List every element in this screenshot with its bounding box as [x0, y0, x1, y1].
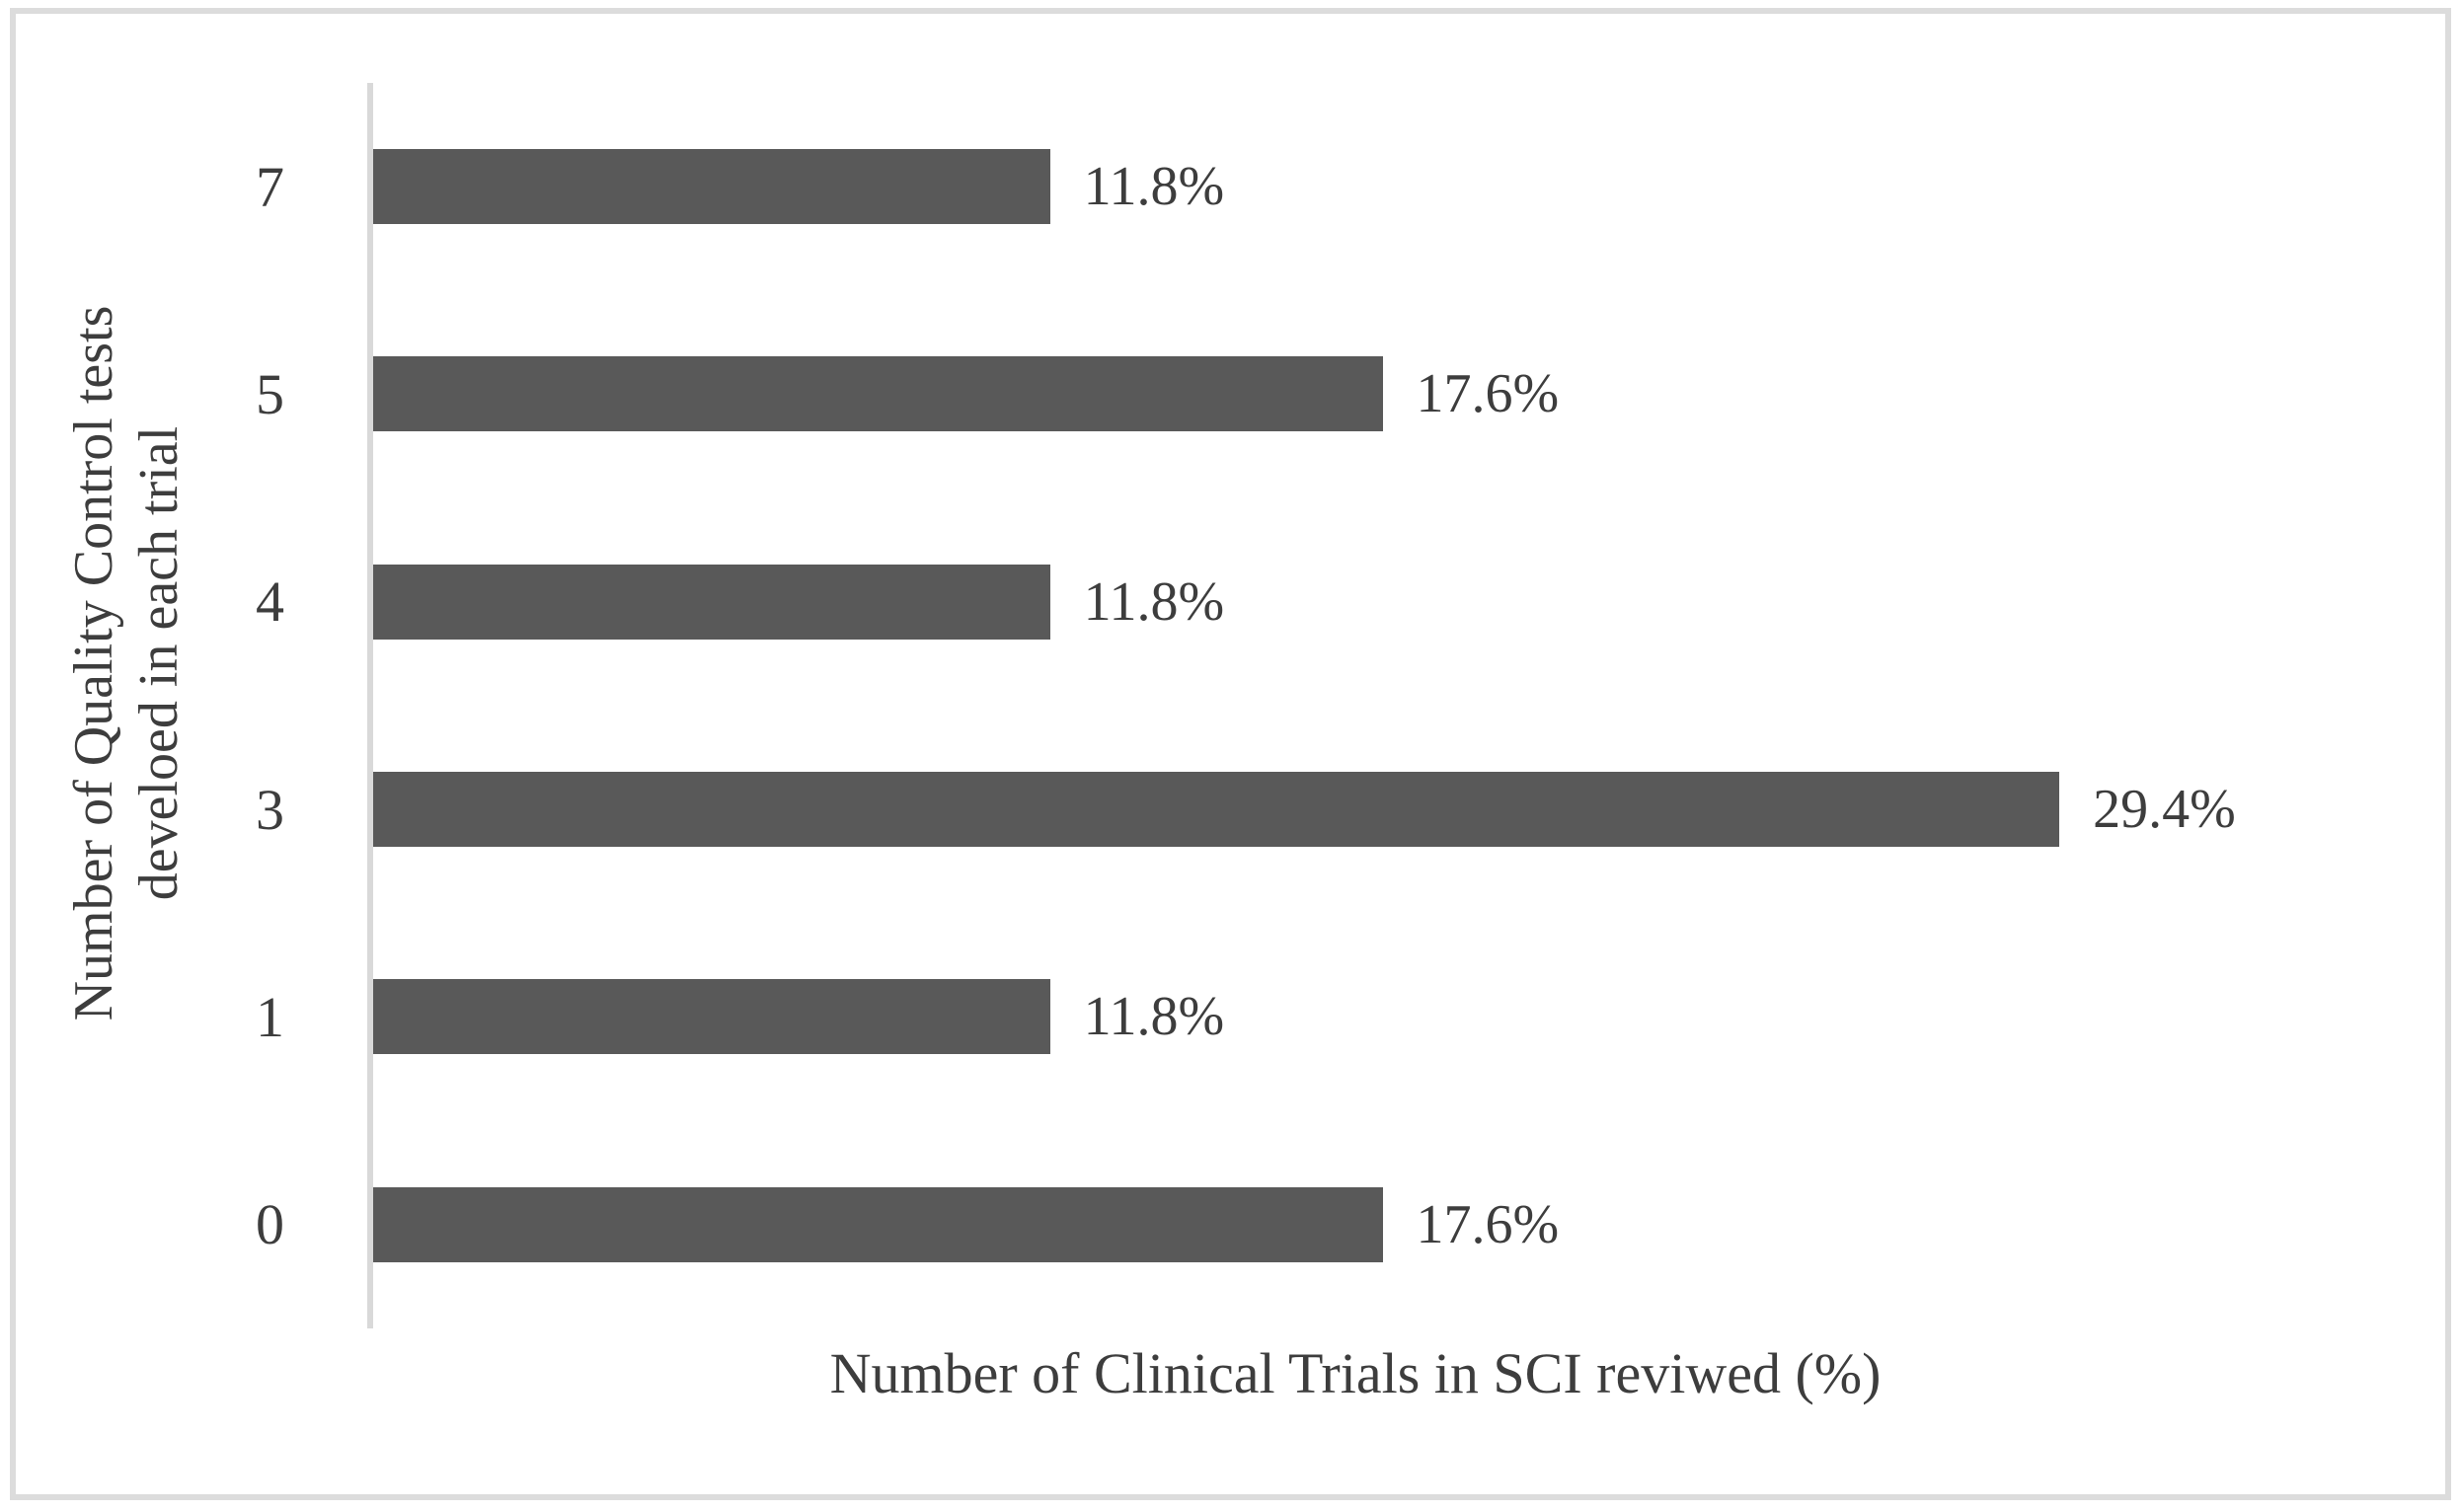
y-axis-line	[367, 83, 373, 1328]
y-tick-label: 4	[256, 569, 284, 635]
bar	[373, 1186, 1383, 1262]
bar	[373, 149, 1050, 225]
bar-row: 11.8%	[373, 498, 2094, 706]
y-tick-label: 0	[256, 1192, 284, 1257]
y-axis-tick-labels: 7 5 4 3 1 0	[0, 83, 336, 1328]
bar-row: 11.8%	[373, 913, 2094, 1120]
y-tick-label: 7	[256, 154, 284, 219]
bar-data-label: 11.8%	[1083, 156, 1225, 218]
bar-data-label: 29.4%	[2093, 779, 2236, 841]
bar	[373, 356, 1383, 432]
bar	[373, 564, 1050, 640]
bar-data-label: 17.6%	[1416, 1193, 1560, 1255]
bar-row: 17.6%	[373, 1121, 2094, 1328]
bar-row: 17.6%	[373, 290, 2094, 497]
y-tick-label: 5	[256, 361, 284, 426]
bar	[373, 772, 2060, 848]
bar-row: 29.4%	[373, 706, 2236, 913]
bar-data-label: 11.8%	[1083, 986, 1225, 1048]
bar-row: 11.8%	[373, 83, 2094, 290]
plot-area: 11.8% 17.6% 11.8% 29.4% 11.8% 17.6%	[373, 83, 2236, 1328]
y-tick-label: 1	[256, 984, 284, 1049]
bar	[373, 979, 1050, 1055]
x-axis-title: Number of Clinical Trials in SCI reviwed…	[829, 1341, 1882, 1405]
y-tick-label: 3	[256, 777, 284, 842]
bar-data-label: 17.6%	[1416, 363, 1560, 425]
bar-data-label: 11.8%	[1083, 570, 1225, 633]
